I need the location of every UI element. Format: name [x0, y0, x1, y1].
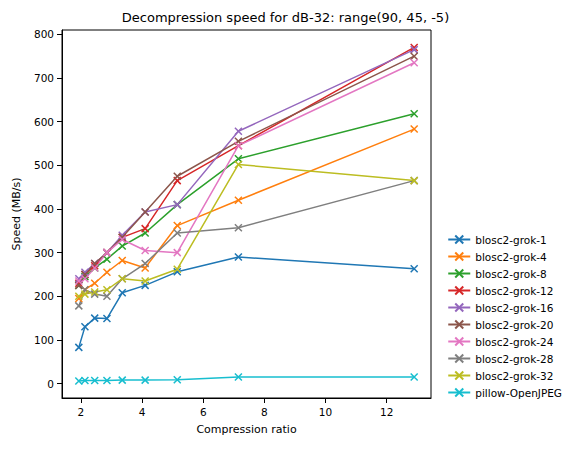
svg-text:blosc2-grok-20: blosc2-grok-20: [475, 319, 553, 331]
svg-text:Speed (MB/s): Speed (MB/s): [10, 177, 23, 250]
svg-text:600: 600: [34, 116, 54, 128]
svg-text:700: 700: [34, 72, 54, 84]
svg-text:6: 6: [200, 406, 207, 418]
svg-text:300: 300: [34, 247, 54, 259]
svg-text:blosc2-grok-8: blosc2-grok-8: [475, 268, 546, 280]
svg-text:800: 800: [34, 28, 54, 40]
svg-text:Decompression speed for dB-32:: Decompression speed for dB-32: range(90,…: [122, 10, 449, 25]
svg-text:blosc2-grok-16: blosc2-grok-16: [475, 302, 553, 314]
svg-text:2: 2: [78, 406, 85, 418]
svg-text:4: 4: [139, 406, 146, 418]
svg-text:blosc2-grok-32: blosc2-grok-32: [475, 370, 553, 382]
svg-text:pillow-OpenJPEG: pillow-OpenJPEG: [475, 387, 562, 399]
svg-text:12: 12: [380, 406, 393, 418]
svg-text:500: 500: [34, 159, 54, 171]
svg-text:blosc2-grok-24: blosc2-grok-24: [475, 336, 553, 348]
svg-text:0: 0: [47, 378, 54, 390]
svg-text:blosc2-grok-28: blosc2-grok-28: [475, 353, 553, 365]
svg-text:8: 8: [261, 406, 268, 418]
svg-text:blosc2-grok-1: blosc2-grok-1: [475, 234, 546, 246]
svg-text:blosc2-grok-4: blosc2-grok-4: [475, 251, 547, 263]
svg-text:100: 100: [34, 334, 54, 346]
svg-text:200: 200: [34, 290, 54, 302]
svg-text:Compression ratio: Compression ratio: [196, 423, 297, 436]
svg-text:blosc2-grok-12: blosc2-grok-12: [475, 285, 553, 297]
svg-text:10: 10: [319, 406, 332, 418]
svg-text:400: 400: [34, 203, 54, 215]
